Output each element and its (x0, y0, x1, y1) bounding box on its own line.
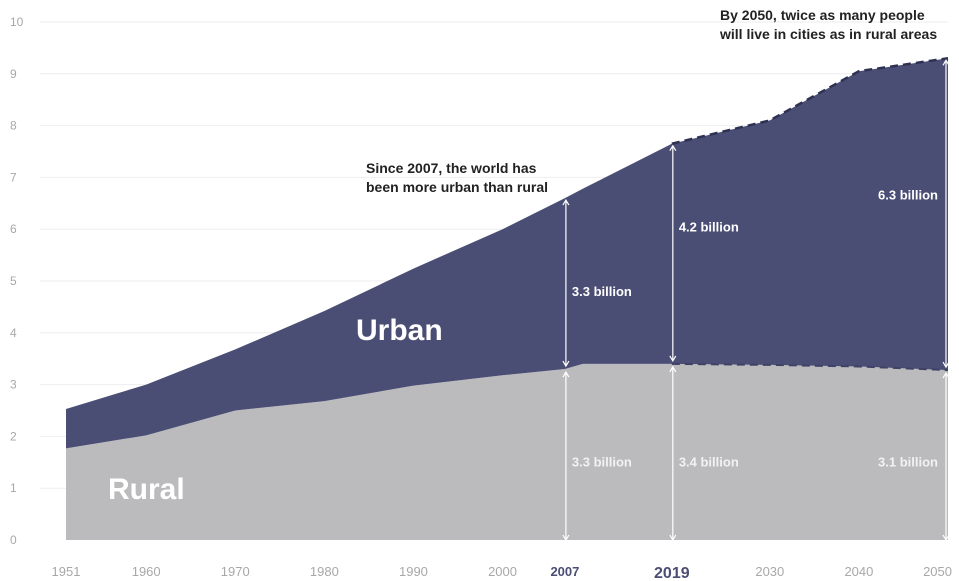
urban-value-label: 6.3 billion (878, 187, 938, 202)
y-tick-label: 6 (10, 222, 17, 236)
urban-area-label: Urban (356, 314, 443, 347)
x-tick-label: 1980 (310, 564, 339, 579)
y-tick-label: 8 (10, 119, 17, 133)
rural-value-label: 3.1 billion (878, 454, 938, 469)
x-tick-label: 1970 (221, 564, 250, 579)
y-tick-label: 5 (10, 274, 17, 288)
y-tick-label: 0 (10, 533, 17, 547)
area-series (66, 57, 949, 540)
y-tick-label: 3 (10, 378, 17, 392)
annotation-2050-line-1: By 2050, twice as many people (720, 7, 925, 23)
y-tick-label: 2 (10, 429, 17, 443)
urban-measure-arrow (942, 59, 950, 369)
x-tick-label: 2040 (844, 564, 873, 579)
x-axis-ticks: 1951 1960 1970 1980 1990 2000 2007 2019 2030 2040… (52, 564, 952, 581)
rural-measure-arrow (669, 365, 677, 542)
x-tick-label: 1960 (132, 564, 161, 579)
y-tick-label: 4 (10, 326, 17, 340)
y-tick-label: 1 (10, 481, 17, 495)
measurement-arrows: 3.3 billion 3.3 billion 3.4 billion 4.2 bil… (562, 59, 950, 542)
rural-measure-arrow (562, 370, 570, 542)
rural-value-label: 3.4 billion (679, 454, 739, 469)
x-tick-label: 2050 (923, 564, 952, 579)
x-tick-label: 1951 (52, 564, 81, 579)
y-tick-label: 7 (10, 170, 17, 184)
x-tick-label: 2000 (488, 564, 517, 579)
annotation-2050: By 2050, twice as many people will live … (719, 7, 937, 42)
y-tick-label: 10 (10, 15, 24, 29)
rural-measure-arrow (942, 371, 950, 542)
urban-projection-dashed-line (671, 57, 949, 145)
y-axis-ticks: 0 1 2 3 4 5 6 7 8 9 10 (10, 15, 24, 547)
rural-area (66, 363, 948, 540)
rural-area-label: Rural (108, 473, 185, 506)
urban-value-label: 3.3 billion (572, 284, 632, 299)
annotation-2007-line-1: Since 2007, the world has (366, 160, 537, 176)
x-tick-label: 2019 (654, 565, 690, 581)
annotation-2007-line-2: been more urban than rural (366, 179, 548, 195)
annotation-2007: Since 2007, the world has been more urba… (366, 160, 548, 195)
urban-measure-arrow (669, 144, 677, 363)
urban-measure-arrow (562, 198, 570, 368)
x-tick-label: 2007 (550, 564, 579, 579)
y-tick-label: 9 (10, 67, 17, 81)
x-tick-label: 1990 (399, 564, 428, 579)
x-tick-label: 2030 (755, 564, 784, 579)
urban-area (66, 58, 948, 449)
urban-value-label: 4.2 billion (679, 219, 739, 234)
annotation-2050-line-2: will live in cities as in rural areas (719, 26, 937, 42)
rural-value-label: 3.3 billion (572, 454, 632, 469)
